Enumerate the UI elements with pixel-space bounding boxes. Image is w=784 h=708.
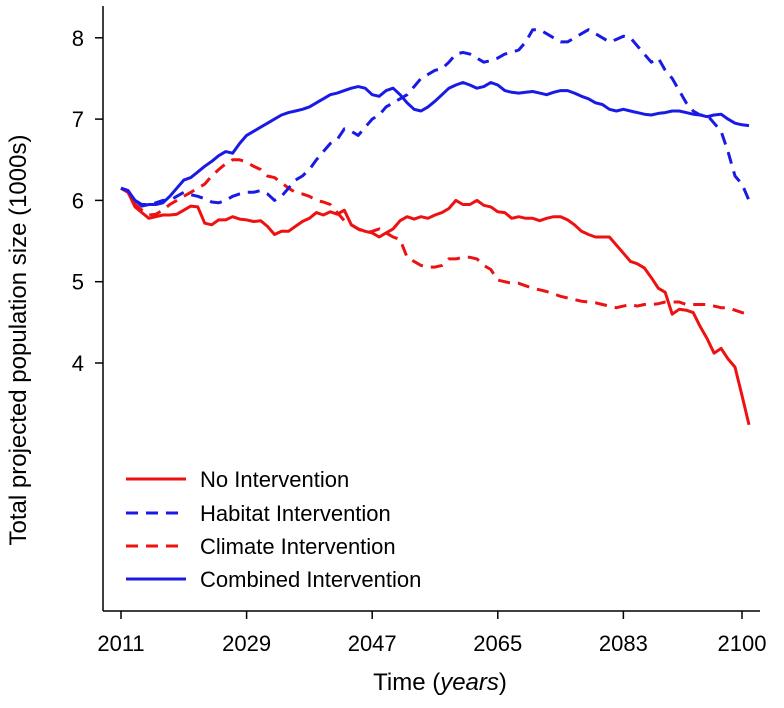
x-tick-label: 2047: [348, 631, 397, 656]
y-ticks: 4 5 6 7 8: [72, 26, 103, 376]
y-tick-label: 8: [72, 26, 84, 51]
series-line-combined-intervention: [120, 81, 750, 208]
x-tick-label: 2011: [97, 631, 144, 656]
legend-label-habitat-intervention: Habitat Intervention: [200, 501, 391, 526]
legend-label-combined-intervention: Combined Intervention: [200, 567, 421, 592]
plot-lines: [120, 28, 751, 426]
y-tick-label: 7: [72, 107, 84, 132]
series-line-climate-intervention: [120, 158, 750, 316]
x-axis-title: Time (years): [373, 669, 507, 696]
y-tick-label: 6: [72, 188, 84, 213]
y-tick-label: 4: [72, 351, 84, 376]
x-tick-label: 2029: [222, 631, 271, 656]
legend-label-no-intervention: No Intervention: [200, 467, 349, 492]
x-ticks: 2011 2029 2047 2065 2083 2100: [97, 611, 766, 656]
legend: No Intervention Habitat Intervention Cli…: [126, 467, 421, 592]
axes: [102, 6, 760, 612]
legend-label-climate-intervention: Climate Intervention: [200, 534, 396, 559]
y-tick-label: 5: [72, 270, 84, 295]
x-tick-label: 2100: [718, 631, 767, 656]
y-axis-title: Total projected population size (1000s): [5, 135, 32, 546]
x-tick-label: 2065: [473, 631, 522, 656]
x-axis-title-close: ): [499, 669, 507, 696]
x-axis-title-main: Time (: [373, 669, 440, 696]
series-line-habitat-intervention: [120, 28, 751, 206]
x-tick-label: 2083: [599, 631, 648, 656]
x-axis-title-unit: years: [438, 669, 499, 696]
series-line-no-intervention: [120, 186, 751, 426]
